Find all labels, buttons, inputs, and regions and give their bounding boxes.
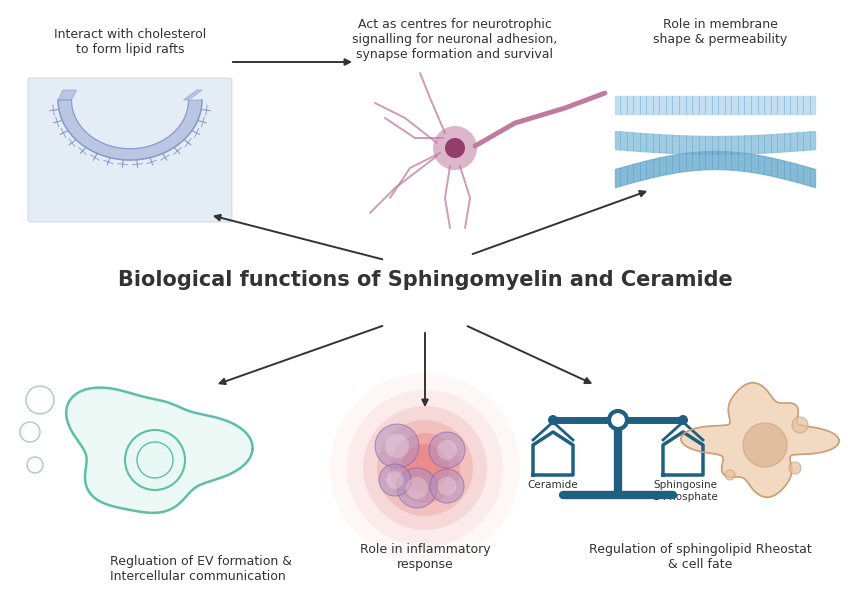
Circle shape [401, 444, 449, 492]
Circle shape [609, 411, 627, 429]
Circle shape [386, 471, 404, 489]
Circle shape [397, 468, 437, 508]
Circle shape [613, 415, 623, 425]
Circle shape [385, 434, 409, 458]
Circle shape [125, 430, 185, 490]
Text: Act as centres for neurotrophic
signalling for neuronal adhesion,
synapse format: Act as centres for neurotrophic signalli… [353, 18, 558, 61]
Circle shape [390, 433, 460, 503]
Text: Biological functions of Sphingomyelin and Ceramide: Biological functions of Sphingomyelin an… [117, 270, 733, 290]
Circle shape [137, 442, 173, 478]
Circle shape [725, 470, 735, 480]
Circle shape [375, 424, 419, 468]
Text: Role in membrane
shape & permeability: Role in membrane shape & permeability [653, 18, 787, 46]
Circle shape [678, 415, 688, 425]
Polygon shape [184, 90, 202, 100]
Circle shape [437, 440, 457, 460]
Circle shape [429, 432, 465, 468]
Circle shape [438, 476, 456, 496]
Text: Regluation of EV formation &
Intercellular communication: Regluation of EV formation & Intercellul… [110, 555, 292, 583]
Text: Regulation of sphingolipid Rheostat
& cell fate: Regulation of sphingolipid Rheostat & ce… [588, 543, 812, 571]
Circle shape [26, 386, 54, 414]
Polygon shape [533, 432, 573, 475]
Text: Ceramide: Ceramide [528, 480, 578, 490]
Polygon shape [66, 387, 252, 513]
Circle shape [347, 390, 503, 546]
Circle shape [445, 138, 465, 158]
Circle shape [430, 469, 464, 503]
Circle shape [548, 415, 558, 425]
Polygon shape [58, 90, 76, 100]
Circle shape [27, 457, 43, 473]
Polygon shape [663, 432, 703, 475]
Circle shape [406, 477, 428, 499]
Text: Role in inflammatory
response: Role in inflammatory response [360, 543, 490, 571]
Circle shape [792, 417, 808, 433]
Circle shape [377, 420, 473, 516]
Circle shape [20, 422, 40, 442]
FancyBboxPatch shape [28, 78, 232, 222]
Polygon shape [58, 100, 202, 160]
Text: Interact with cholesterol
to form lipid rafts: Interact with cholesterol to form lipid … [54, 28, 206, 56]
Circle shape [433, 126, 477, 170]
Circle shape [379, 464, 411, 496]
Circle shape [363, 406, 487, 530]
Circle shape [789, 462, 801, 474]
Text: Sphingosine
1 Phosphate: Sphingosine 1 Phosphate [653, 480, 717, 501]
Circle shape [743, 423, 787, 467]
Polygon shape [681, 383, 839, 497]
